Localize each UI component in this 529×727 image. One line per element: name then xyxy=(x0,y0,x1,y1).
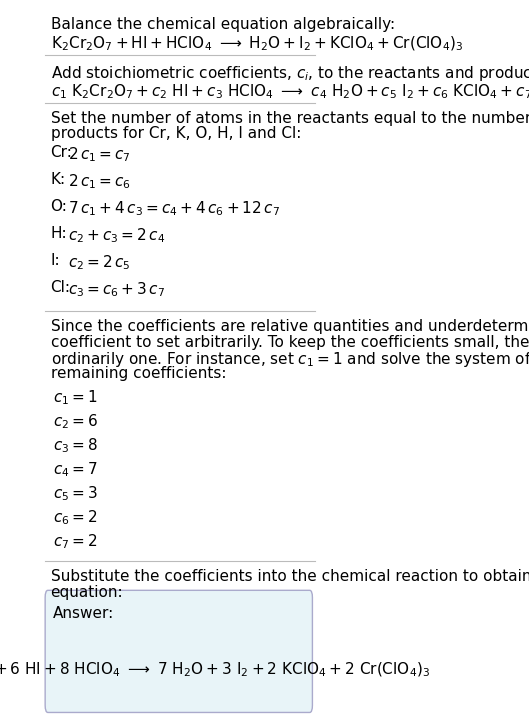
FancyBboxPatch shape xyxy=(45,590,313,712)
Text: $c_6 = 2$: $c_6 = 2$ xyxy=(53,508,98,527)
Text: I:: I: xyxy=(51,253,60,268)
Text: Add stoichiometric coefficients, $c_i$, to the reactants and products:: Add stoichiometric coefficients, $c_i$, … xyxy=(51,64,529,83)
Text: products for Cr, K, O, H, I and Cl:: products for Cr, K, O, H, I and Cl: xyxy=(51,126,301,142)
Text: $2\,c_1 = c_6$: $2\,c_1 = c_6$ xyxy=(68,172,131,191)
Text: $c_7 = 2$: $c_7 = 2$ xyxy=(53,532,98,551)
Text: $c_2 = 2\,c_5$: $c_2 = 2\,c_5$ xyxy=(68,253,131,272)
Text: coefficient to set arbitrarily. To keep the coefficients small, the arbitrary va: coefficient to set arbitrarily. To keep … xyxy=(51,334,529,350)
Text: $c_3 = c_6 + 3\,c_7$: $c_3 = c_6 + 3\,c_7$ xyxy=(68,280,165,299)
Text: $\mathrm{K_2Cr_2O_7 + 6\ HI + 8\ HClO_4 \ \longrightarrow \ 7\ H_2O + 3\ I_2 + 2: $\mathrm{K_2Cr_2O_7 + 6\ HI + 8\ HClO_4 … xyxy=(0,661,430,680)
Text: equation:: equation: xyxy=(51,585,123,600)
Text: O:: O: xyxy=(51,199,67,214)
Text: Answer:: Answer: xyxy=(53,606,114,622)
Text: $c_2 + c_3 = 2\,c_4$: $c_2 + c_3 = 2\,c_4$ xyxy=(68,226,166,245)
Text: Balance the chemical equation algebraically:: Balance the chemical equation algebraica… xyxy=(51,17,395,32)
Text: $2\,c_1 = c_7$: $2\,c_1 = c_7$ xyxy=(68,145,131,164)
Text: ordinarily one. For instance, set $c_1 = 1$ and solve the system of equations fo: ordinarily one. For instance, set $c_1 =… xyxy=(51,350,529,369)
Text: $c_1\ \mathrm{K_2Cr_2O_7} + c_2\ \mathrm{HI} + c_3\ \mathrm{HClO_4} \ \longright: $c_1\ \mathrm{K_2Cr_2O_7} + c_2\ \mathrm… xyxy=(51,82,529,100)
Text: $c_4 = 7$: $c_4 = 7$ xyxy=(53,460,98,479)
Text: Substitute the coefficients into the chemical reaction to obtain the balanced: Substitute the coefficients into the che… xyxy=(51,569,529,585)
Text: Cl:: Cl: xyxy=(51,280,70,295)
Text: $c_5 = 3$: $c_5 = 3$ xyxy=(53,484,98,503)
Text: Cr:: Cr: xyxy=(51,145,72,161)
Text: $\mathrm{K_2Cr_2O_7 + HI + HClO_4 \ \longrightarrow \ H_2O + I_2 + KClO_4 + Cr(C: $\mathrm{K_2Cr_2O_7 + HI + HClO_4 \ \lon… xyxy=(51,34,463,52)
Text: $c_1 = 1$: $c_1 = 1$ xyxy=(53,388,98,407)
Text: remaining coefficients:: remaining coefficients: xyxy=(51,366,226,381)
Text: K:: K: xyxy=(51,172,66,188)
Text: H:: H: xyxy=(51,226,67,241)
Text: Since the coefficients are relative quantities and underdetermined, choose a: Since the coefficients are relative quan… xyxy=(51,319,529,334)
Text: $c_2 = 6$: $c_2 = 6$ xyxy=(53,412,98,431)
Text: Set the number of atoms in the reactants equal to the number of atoms in the: Set the number of atoms in the reactants… xyxy=(51,111,529,126)
Text: $7\,c_1 + 4\,c_3 = c_4 + 4\,c_6 + 12\,c_7$: $7\,c_1 + 4\,c_3 = c_4 + 4\,c_6 + 12\,c_… xyxy=(68,199,280,218)
Text: $c_3 = 8$: $c_3 = 8$ xyxy=(53,436,98,455)
